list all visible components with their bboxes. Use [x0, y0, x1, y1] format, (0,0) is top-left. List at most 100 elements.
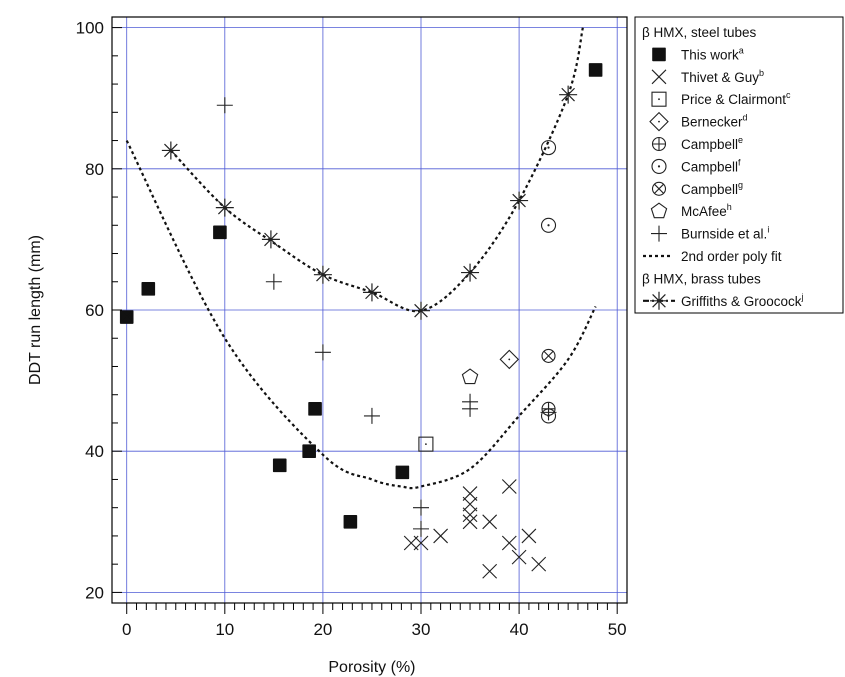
legend-swatch-griffiths	[650, 291, 668, 310]
point-thivet	[511, 549, 527, 565]
x-tick-label: 20	[313, 620, 332, 639]
point-thivet	[482, 514, 498, 530]
legend-sup-campbell_e: e	[738, 135, 743, 145]
legend-label-mcafee: McAfeeh	[681, 202, 732, 219]
legend-swatch-campbell_g-cross	[654, 183, 664, 194]
point-mcafee	[461, 368, 479, 385]
legend-label-campbell_f: Campbellf	[681, 157, 741, 174]
y-tick-label: 100	[76, 19, 104, 38]
point-campbell_f-dot	[547, 224, 550, 227]
point-thivet	[462, 514, 478, 530]
point-price-dot	[425, 443, 427, 446]
point-thivet	[433, 528, 449, 544]
x-tick-label: 10	[215, 620, 234, 639]
point-griffiths	[313, 265, 332, 284]
point-this_work	[141, 282, 156, 296]
point-thivet	[462, 496, 478, 512]
point-campbell_f	[540, 217, 557, 233]
point-campbell_f-dot	[547, 146, 550, 149]
y-axis-label: DDT run length (mm)	[27, 235, 44, 385]
legend-sup-mcafee: h	[727, 202, 732, 212]
legend-label-griffiths: Griffiths & Groocockj	[681, 292, 804, 309]
legend-label-price: Price & Clairmontc	[681, 90, 791, 107]
legend-swatch-campbell_f-dot	[657, 165, 661, 168]
legend-sup-this_work: a	[739, 45, 744, 55]
point-burnside	[314, 344, 331, 361]
legend-sup-bernecker: d	[743, 113, 748, 123]
legend-swatch-mcafee	[650, 202, 668, 219]
point-burnside	[265, 273, 282, 290]
point-this_work	[588, 63, 603, 77]
point-griffiths	[559, 85, 578, 104]
point-this_work	[213, 225, 227, 240]
point-bernecker-dot	[508, 358, 511, 361]
legend-box	[634, 16, 844, 314]
legend-label-burnside: Burnside et al.i	[681, 225, 769, 242]
legend-sup-thivet: b	[759, 68, 764, 78]
point-thivet	[413, 535, 429, 551]
legend-sup-campbell_f: f	[738, 157, 741, 167]
x-axis-label: Porosity (%)	[328, 659, 415, 676]
legend-swatch-campbell_e-cross	[652, 137, 666, 151]
y-tick-label: 60	[85, 301, 104, 320]
point-campbell_g	[541, 348, 556, 363]
point-griffiths	[461, 263, 480, 282]
point-campbell_f	[540, 140, 557, 156]
point-burnside	[413, 520, 429, 537]
legend-swatch-burnside	[651, 225, 667, 242]
point-griffiths	[510, 191, 529, 210]
legend: β HMX, steel tubes This worka Thivet & Guy…	[634, 16, 844, 314]
point-burnside	[462, 400, 479, 417]
point-thivet	[462, 507, 478, 523]
point-thivet	[462, 486, 478, 501]
legend-swatch-bernecker-dot	[658, 120, 660, 123]
point-this_work	[343, 515, 358, 529]
point-this_work	[302, 444, 316, 459]
curve-poly_fit_upper	[170, 27, 584, 313]
curve-poly_fit	[125, 140, 597, 490]
legend-swatch-thivet	[651, 69, 667, 85]
point-thivet	[521, 528, 537, 544]
legend-sup-campbell_g: g	[738, 180, 743, 190]
legend-label-campbell_e: Campbelle	[681, 135, 743, 152]
point-burnside	[413, 499, 429, 516]
legend-label-this_work: This worka	[681, 45, 744, 62]
legend-swatch-campbell_f	[651, 158, 667, 174]
legend-sup-griffiths: j	[801, 292, 804, 302]
legend-swatch-campbell_g	[651, 181, 667, 196]
x-tick-label: 0	[122, 620, 131, 639]
point-burnside	[363, 407, 380, 424]
legend-sup-price: c	[786, 90, 791, 100]
point-price	[418, 436, 434, 452]
point-thivet	[501, 479, 517, 494]
point-burnside	[540, 404, 557, 421]
point-campbell_g-cross	[543, 350, 554, 361]
legend-swatch-price	[651, 91, 667, 107]
x-tick-label: 30	[412, 620, 431, 639]
legend-label-poly_fit: 2nd order poly fit	[681, 249, 782, 264]
point-griffiths	[161, 141, 180, 160]
point-griffiths	[215, 198, 234, 217]
x-tick-label: 50	[608, 620, 627, 639]
point-thivet	[482, 563, 498, 579]
point-griffiths	[261, 230, 280, 249]
point-this_work	[308, 402, 322, 416]
legend-swatch-bernecker	[649, 111, 669, 132]
point-griffiths	[362, 283, 381, 302]
data-markers	[119, 63, 603, 579]
point-bernecker	[499, 349, 520, 370]
point-this_work	[272, 458, 287, 473]
grid	[112, 17, 627, 603]
y-tick-label: 20	[85, 583, 104, 602]
legend-swatch-this_work	[652, 47, 666, 62]
legend-label-campbell_g: Campbellg	[681, 180, 743, 197]
point-griffiths	[412, 301, 430, 320]
point-this_work	[119, 310, 134, 324]
y-tick-label: 40	[85, 442, 104, 461]
point-thivet	[531, 556, 547, 572]
legend-swatch-price-dot	[658, 98, 660, 101]
legend-label-bernecker: Berneckerd	[681, 113, 748, 130]
axes: 0 10 20 30 40 50 20 40 60 80 100	[76, 19, 627, 639]
x-tick-label: 40	[510, 620, 529, 639]
